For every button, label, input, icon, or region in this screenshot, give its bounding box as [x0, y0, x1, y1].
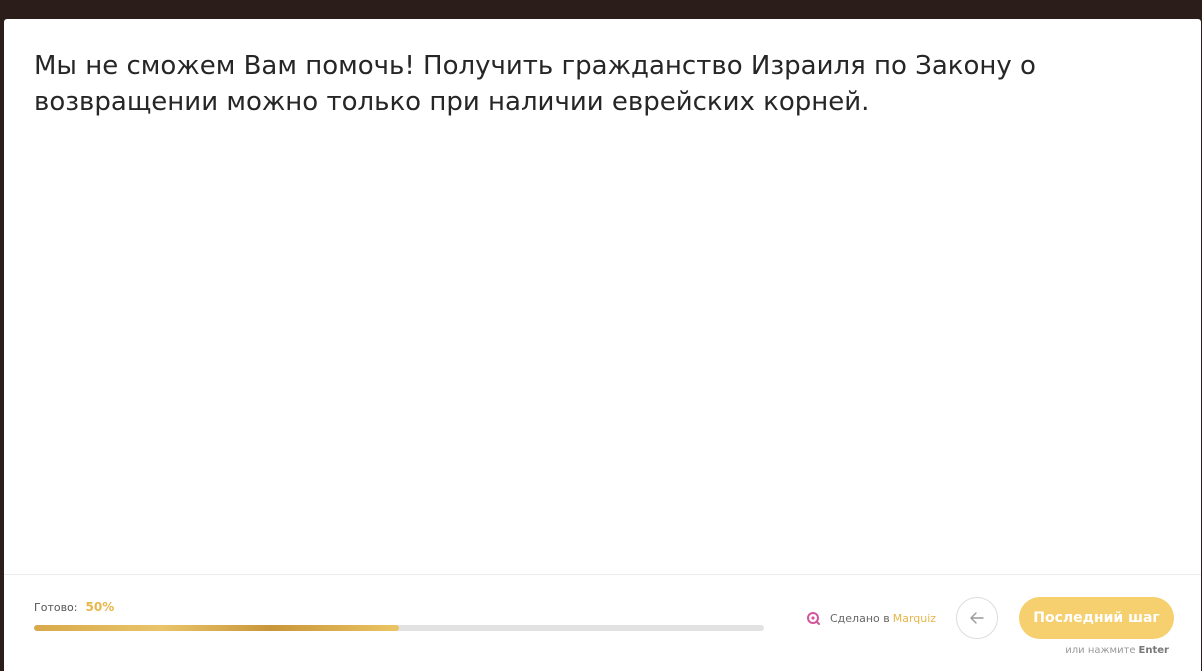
progress-value: 50% [85, 600, 115, 614]
enter-hint: или нажмите Enter [1004, 645, 1169, 656]
marquiz-link[interactable]: Marquiz [892, 611, 937, 625]
back-button[interactable] [956, 597, 998, 639]
progress-bar-fill [34, 625, 399, 631]
quiz-dialog: Мы не сможем Вам помочь! Получить гражда… [4, 19, 1201, 671]
arrow-left-icon [970, 612, 984, 624]
question-text: Мы не сможем Вам помочь! Получить гражда… [34, 51, 1036, 117]
enter-hint-prefix: или нажмите [1065, 645, 1136, 656]
enter-hint-key: Enter [1138, 645, 1169, 656]
quiz-footer: Готово: 50% Сделано в Marquiz Последний ш… [4, 574, 1201, 671]
site-header-strip [0, 0, 1202, 19]
marquiz-logo-icon [807, 612, 820, 625]
progress-label-text: Готово: [34, 601, 78, 614]
last-step-button[interactable]: Последний шаг [1019, 597, 1174, 639]
progress-bar [34, 625, 764, 631]
made-in-marquiz[interactable]: Сделано в Marquiz [806, 611, 936, 625]
progress-label: Готово: 50% [34, 600, 114, 614]
made-in-prefix: Сделано в [830, 611, 890, 625]
